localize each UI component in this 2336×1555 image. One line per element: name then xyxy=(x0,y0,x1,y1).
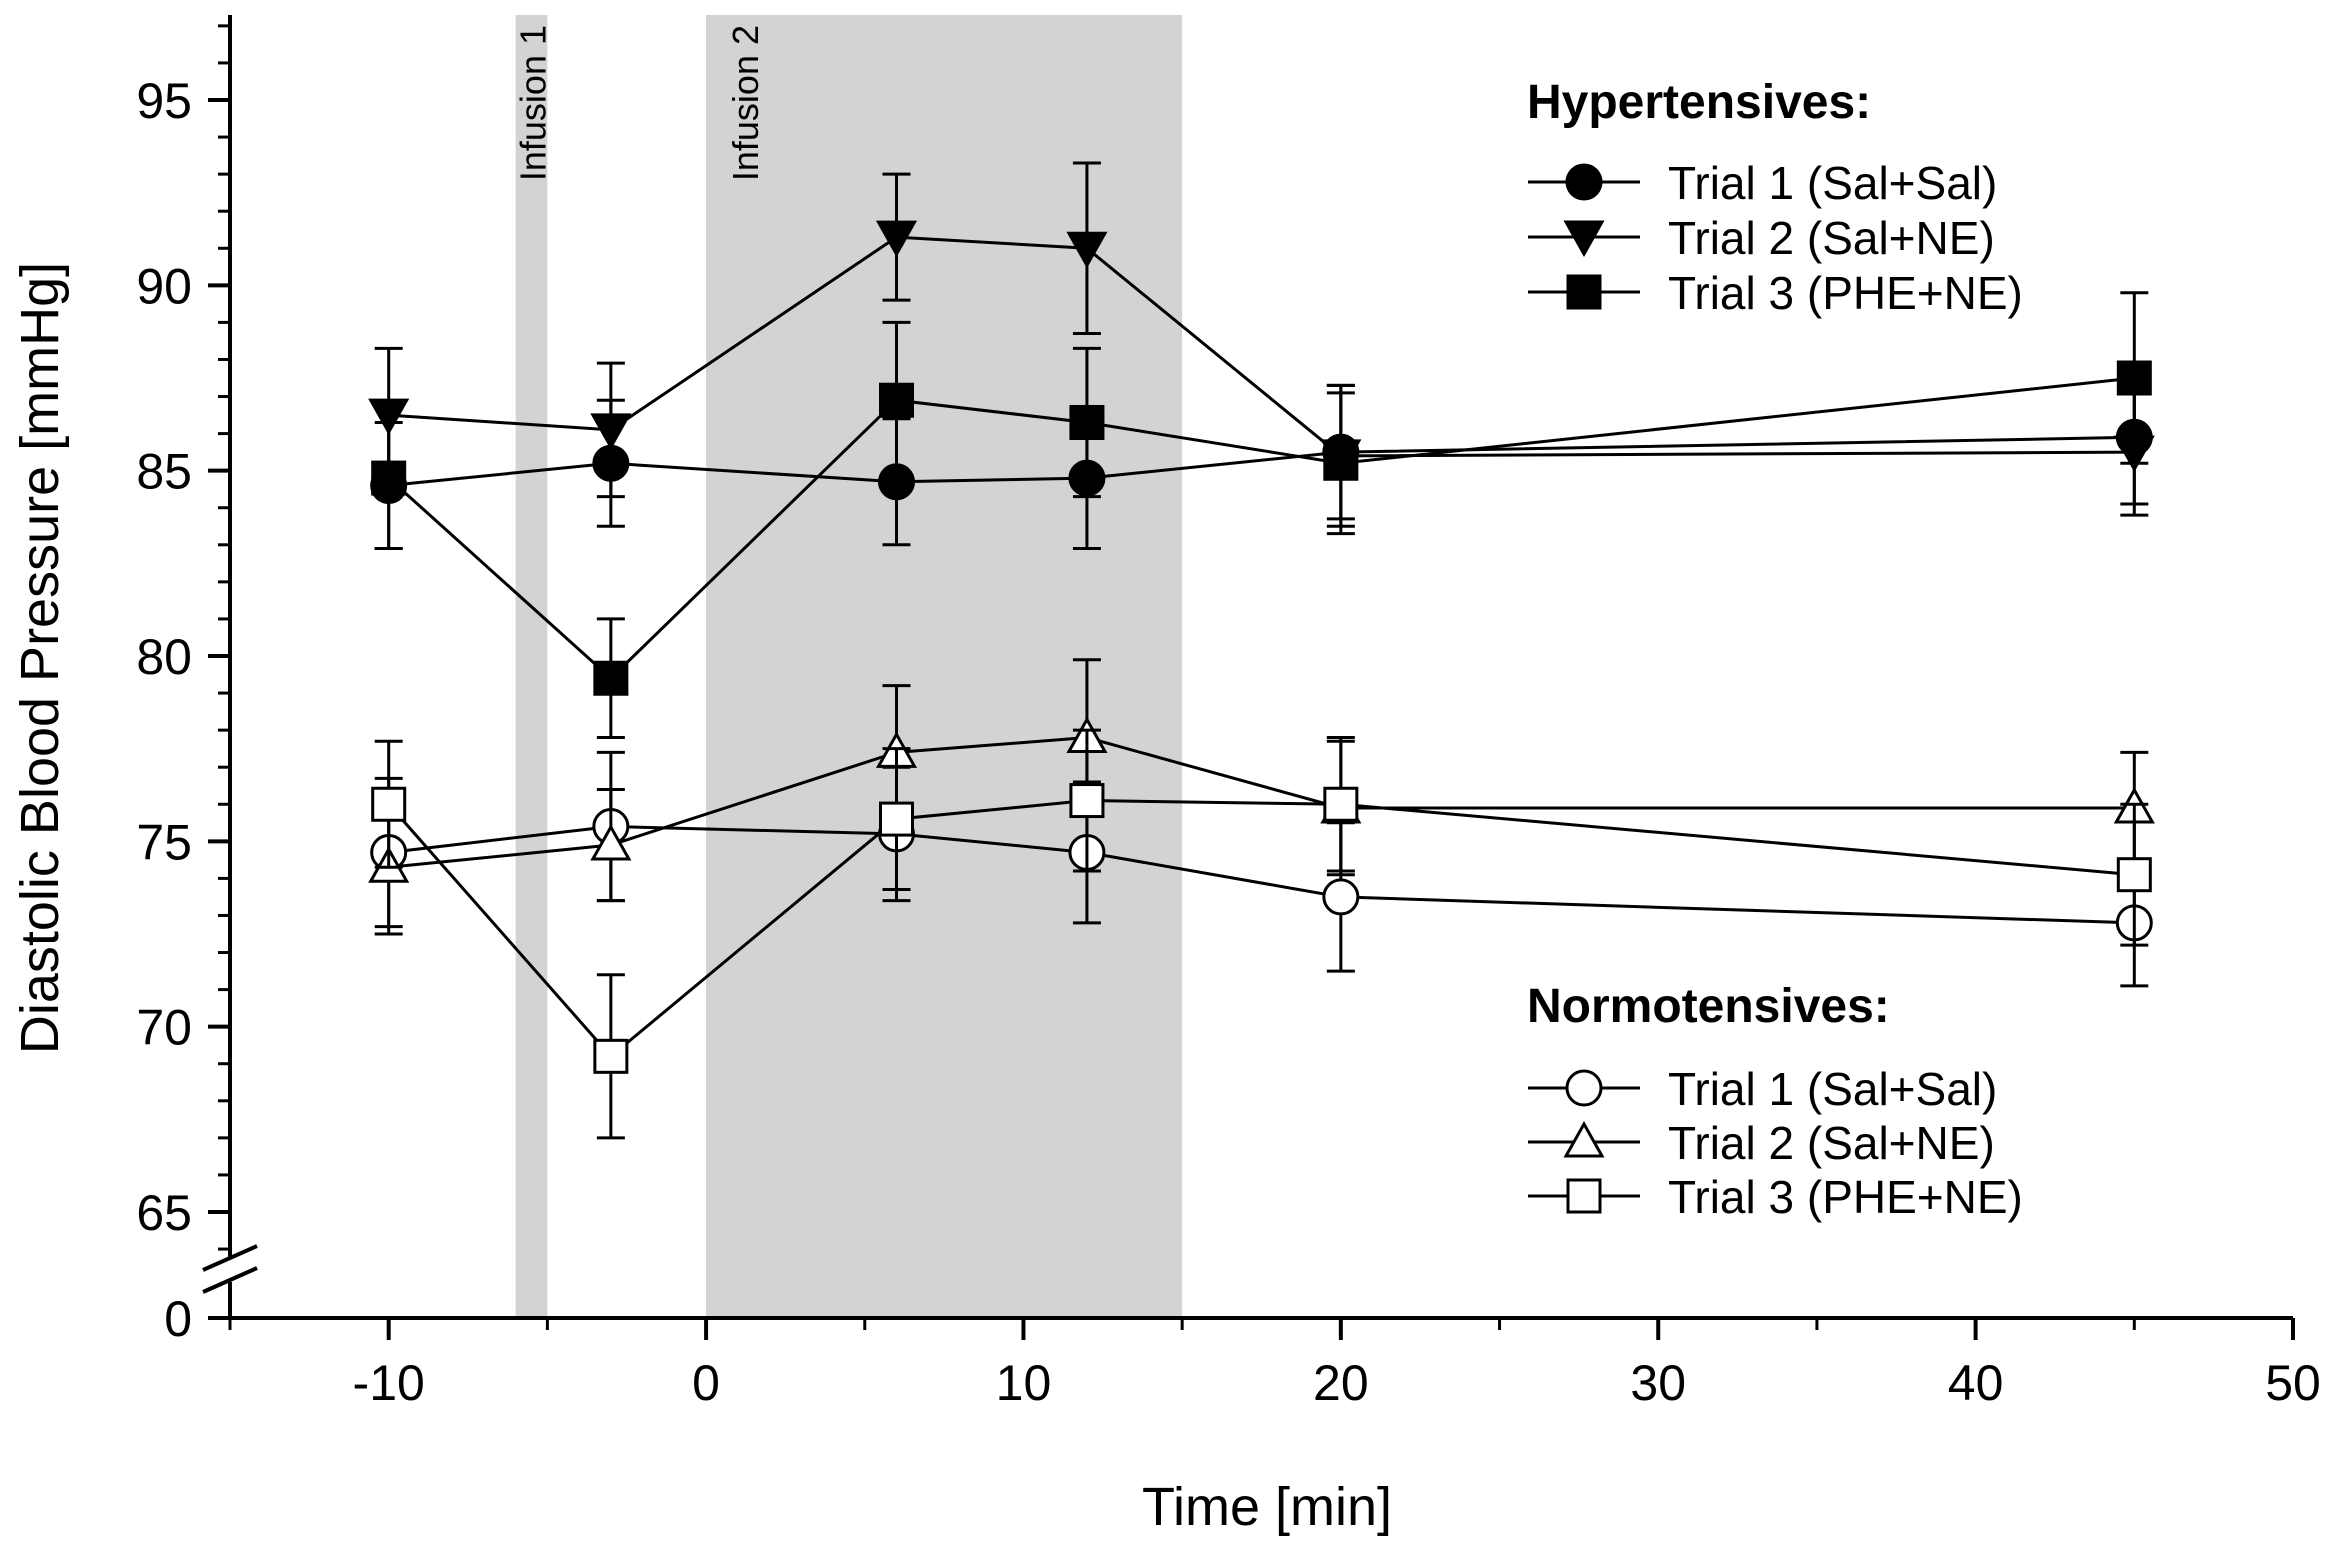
series-line xyxy=(388,435,2135,487)
data-point xyxy=(1563,220,1605,258)
data-point xyxy=(1566,274,1602,310)
legend-title-normotensives: Normotensives: xyxy=(1527,980,1890,1033)
data-point xyxy=(1322,878,1360,916)
data-point xyxy=(2116,360,2152,396)
y-tick-label: 70 xyxy=(136,1000,192,1056)
x-tick-label: 30 xyxy=(1630,1355,1686,1411)
data-point xyxy=(1563,1120,1605,1158)
series-line xyxy=(388,235,2135,458)
data-point xyxy=(2116,857,2152,893)
data-point xyxy=(1069,783,1105,819)
axis-break-mark xyxy=(202,1244,258,1272)
data-point xyxy=(371,786,407,822)
legend-label: Trial 2 (Sal+NE) xyxy=(1668,212,1995,264)
data-point xyxy=(879,382,915,418)
series-line xyxy=(387,799,2135,1059)
legend-label: Trial 3 (PHE+NE) xyxy=(1668,267,2023,319)
data-point xyxy=(593,660,629,696)
data-series xyxy=(368,161,2155,1140)
data-point xyxy=(371,460,407,496)
y-tick-label: 85 xyxy=(136,444,192,500)
y-axis-label: Diastolic Blood Pressure [mmHg] xyxy=(10,262,70,1054)
data-point xyxy=(1069,404,1105,440)
axis-break-mark xyxy=(202,1266,258,1294)
legend-label: Trial 1 (Sal+Sal) xyxy=(1668,157,1997,209)
y-tick-label: 75 xyxy=(136,814,192,870)
y-tick-label-zero: 0 xyxy=(164,1291,192,1347)
y-tick-label: 90 xyxy=(136,258,192,314)
data-point xyxy=(593,1038,629,1074)
series-line xyxy=(387,376,2135,681)
y-tick-label: 65 xyxy=(136,1185,192,1241)
x-axis-label: Time [min] xyxy=(1142,1477,1392,1537)
series-line xyxy=(388,825,2135,925)
infusion-band-1 xyxy=(515,15,548,1318)
legend-item: Trial 3 (PHE+NE) xyxy=(1528,267,2023,319)
y-tick-label: 95 xyxy=(136,73,192,129)
series-line xyxy=(388,736,2135,869)
series-normotensive-trial-3 xyxy=(371,728,2152,1140)
legend-title-hypertensives: Hypertensives: xyxy=(1527,76,1871,129)
y-tick-label: 80 xyxy=(136,629,192,685)
x-tick-label: 20 xyxy=(1313,1355,1369,1411)
series-hypertensive-trial-1 xyxy=(370,369,2153,551)
data-point xyxy=(1565,163,1603,201)
data-point xyxy=(1323,445,1359,481)
data-point xyxy=(1066,231,1108,269)
axes: 65 70 75 80 85 90 95 0 -10 0 10 20 30 40 50 xyxy=(136,15,2321,1411)
legend-item: Trial 2 (Sal+NE) xyxy=(1528,1117,1995,1169)
legend-label: Trial 2 (Sal+NE) xyxy=(1668,1117,1995,1169)
data-point xyxy=(590,823,632,861)
legend-item: Trial 1 (Sal+Sal) xyxy=(1528,157,1997,209)
data-point xyxy=(590,413,632,450)
legend-label: Trial 1 (Sal+Sal) xyxy=(1668,1063,1997,1115)
data-point xyxy=(875,220,918,258)
legend-item: Trial 3 (PHE+NE) xyxy=(1528,1171,2023,1223)
data-point xyxy=(879,801,915,837)
series-normotensive-trial-2 xyxy=(368,658,2155,936)
x-tick-label: 10 xyxy=(996,1355,1052,1411)
infusion-band-2 xyxy=(706,15,1183,1318)
legend-label: Trial 3 (PHE+NE) xyxy=(1668,1171,2023,1223)
data-point xyxy=(1565,1069,1603,1107)
data-point xyxy=(1323,786,1359,822)
infusion-band-label: Infusion 1 xyxy=(513,25,554,181)
x-tick-label: -10 xyxy=(353,1355,425,1411)
data-point xyxy=(1566,1178,1602,1214)
infusion-band-label: Infusion 2 xyxy=(725,25,766,181)
legend: Hypertensives:Trial 1 (Sal+Sal)Trial 2 (… xyxy=(1527,76,2023,1223)
x-tick-label: 50 xyxy=(2265,1355,2321,1411)
series-hypertensive-trial-3 xyxy=(371,291,2152,740)
x-tick-label: 40 xyxy=(1948,1355,2004,1411)
x-tick-label: 0 xyxy=(692,1355,720,1411)
legend-item: Trial 2 (Sal+NE) xyxy=(1528,212,1995,264)
legend-item: Trial 1 (Sal+Sal) xyxy=(1528,1063,1997,1115)
